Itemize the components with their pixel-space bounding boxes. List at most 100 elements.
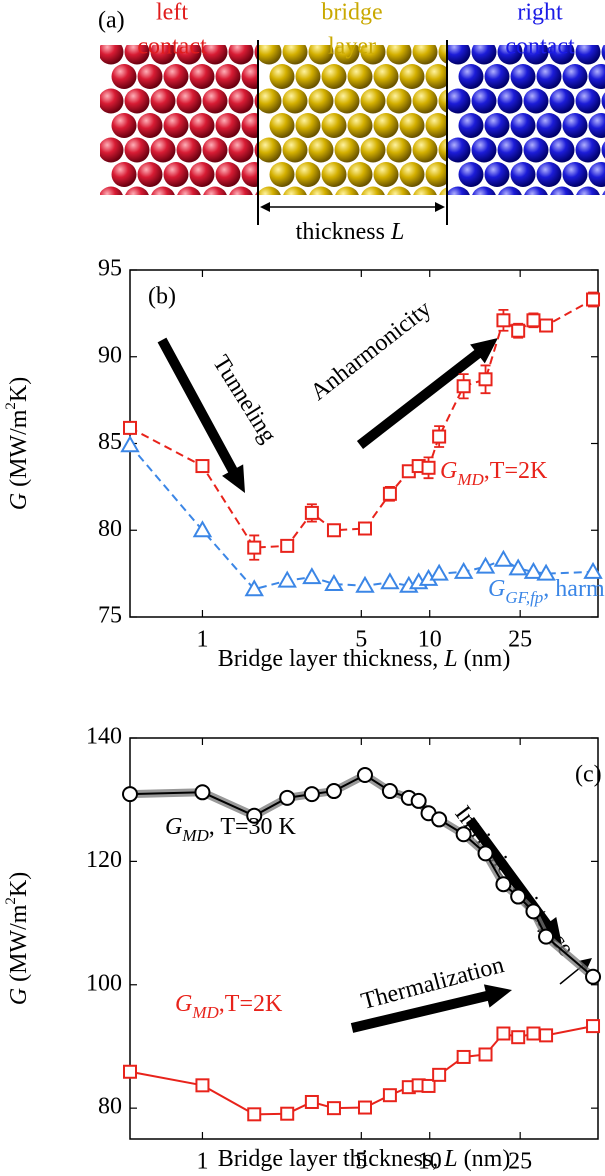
point xyxy=(192,520,213,538)
x-tick-label: 10 xyxy=(418,627,442,653)
point xyxy=(539,318,554,333)
atom xyxy=(163,113,189,138)
atom xyxy=(472,186,496,195)
atom xyxy=(484,162,510,187)
atom xyxy=(498,186,522,195)
atom xyxy=(215,64,241,89)
point xyxy=(496,1026,511,1041)
atom xyxy=(399,113,425,138)
atom xyxy=(387,186,411,195)
point xyxy=(280,1106,295,1121)
atom xyxy=(295,113,321,138)
label: contact xyxy=(505,34,575,60)
atom xyxy=(100,186,123,195)
y-tick-label: 95 xyxy=(98,256,122,282)
point xyxy=(380,572,400,590)
atom xyxy=(386,45,412,65)
atom xyxy=(510,64,536,89)
point xyxy=(526,1026,541,1041)
atom xyxy=(425,113,447,138)
point xyxy=(421,460,436,475)
point xyxy=(410,792,427,809)
point xyxy=(585,968,602,985)
atom xyxy=(137,64,163,89)
point xyxy=(493,549,514,567)
point xyxy=(381,783,398,800)
atom xyxy=(458,113,484,138)
point xyxy=(456,379,471,394)
atom xyxy=(241,64,258,89)
point xyxy=(478,372,493,387)
arrow xyxy=(350,984,512,1033)
y-tick-label: 100 xyxy=(86,970,122,996)
atom xyxy=(484,64,510,89)
atom xyxy=(124,88,150,114)
atom xyxy=(150,137,176,163)
label: Bridge layer thickness, L (nm) xyxy=(218,1146,511,1172)
label: Bridge layer thickness, L (nm) xyxy=(218,646,511,672)
atom xyxy=(334,88,360,114)
point xyxy=(382,486,397,501)
point xyxy=(539,1028,554,1043)
atom xyxy=(438,89,447,113)
atom xyxy=(575,45,601,65)
x-tick-label: 25 xyxy=(508,1149,532,1175)
atom xyxy=(308,45,334,65)
atom xyxy=(202,88,228,114)
label: layer xyxy=(328,34,376,60)
point xyxy=(511,323,526,338)
arrow xyxy=(356,338,498,449)
atom xyxy=(602,190,605,195)
atom xyxy=(163,64,189,89)
label-part: ,T=2K xyxy=(484,458,548,484)
atom xyxy=(458,162,484,187)
point xyxy=(495,876,512,893)
atom xyxy=(523,137,549,163)
point xyxy=(508,558,528,576)
atom xyxy=(176,45,202,65)
atom xyxy=(215,162,241,187)
atom xyxy=(575,88,601,114)
atom xyxy=(497,88,523,114)
symbol: L xyxy=(390,219,404,245)
atom xyxy=(309,186,333,195)
atom xyxy=(163,162,189,187)
label-part: (MW/m xyxy=(6,904,32,988)
atom xyxy=(176,137,202,163)
x-tick-label: 25 xyxy=(508,627,532,653)
point xyxy=(303,786,320,803)
atom xyxy=(100,88,124,114)
point xyxy=(123,1064,137,1079)
point xyxy=(421,1078,436,1093)
point xyxy=(510,888,527,905)
label-part: 2 xyxy=(3,402,19,410)
atom xyxy=(283,186,307,195)
label-part: G xyxy=(175,991,192,1017)
panel-label: (c) xyxy=(575,762,602,788)
label: GMD,T=2K xyxy=(175,991,283,1023)
atom xyxy=(177,186,201,195)
point xyxy=(247,540,262,555)
atom xyxy=(360,88,386,114)
point xyxy=(478,1047,493,1062)
point xyxy=(195,1078,210,1093)
atom xyxy=(386,137,412,163)
point xyxy=(356,767,373,784)
atom xyxy=(447,88,471,114)
atom xyxy=(258,137,282,163)
point xyxy=(302,567,322,585)
atom xyxy=(241,113,258,138)
atom xyxy=(321,64,347,89)
atom xyxy=(334,45,360,65)
label-part: , harmonic xyxy=(543,576,605,602)
label-part: G xyxy=(6,988,32,1005)
atom xyxy=(203,186,227,195)
atom xyxy=(189,64,215,89)
atom xyxy=(523,88,549,114)
atom xyxy=(536,113,562,138)
point xyxy=(586,1019,601,1034)
plot-frame xyxy=(129,737,599,1140)
atom xyxy=(321,162,347,187)
atom xyxy=(497,45,523,65)
